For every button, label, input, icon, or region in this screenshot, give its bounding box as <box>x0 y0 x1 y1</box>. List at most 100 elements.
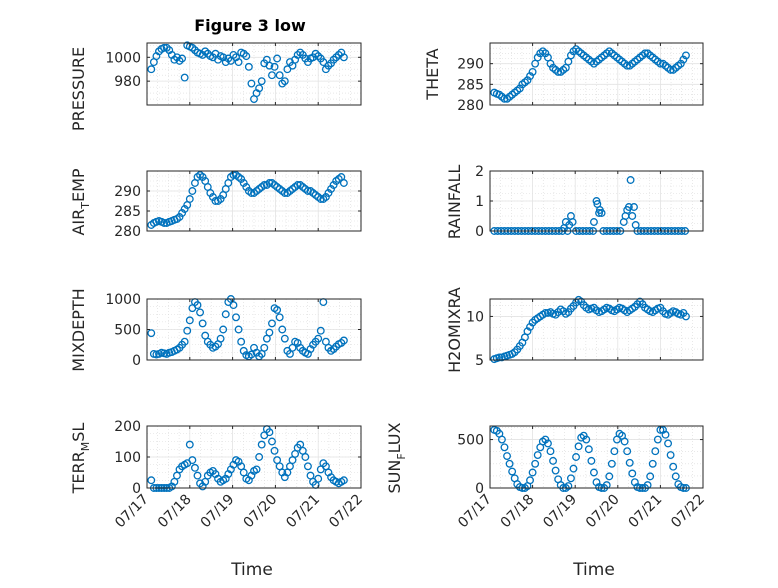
y-tick-label: 500 <box>457 433 484 449</box>
data-point <box>546 447 555 456</box>
data-point <box>587 456 596 465</box>
data-point <box>270 446 279 455</box>
axes-rainfall: 0 1 2 <box>475 164 704 240</box>
data-point <box>293 181 302 189</box>
data-point <box>533 451 542 460</box>
data-point <box>216 195 225 203</box>
data-point <box>268 71 276 80</box>
data-point <box>526 72 534 81</box>
y-tick-label: 280 <box>457 98 484 114</box>
data-point <box>273 306 282 314</box>
data-point <box>624 203 633 211</box>
data-point <box>327 185 335 193</box>
data-point <box>568 218 577 226</box>
axes-box <box>146 42 362 106</box>
series-h2omixra <box>490 295 690 364</box>
data-point <box>528 468 537 477</box>
data-point <box>339 53 348 62</box>
data-point <box>268 319 276 328</box>
data-point <box>564 482 573 491</box>
data-point <box>549 456 557 465</box>
axes-box <box>146 170 362 232</box>
y-tick-label: 0 <box>132 481 141 497</box>
xlabel-time-left: Time <box>230 560 273 580</box>
data-point <box>185 440 194 449</box>
data-point <box>244 62 253 71</box>
data-point <box>339 179 348 187</box>
data-point <box>185 195 194 203</box>
data-point <box>630 203 638 211</box>
data-point <box>651 447 660 456</box>
series-mixdepth <box>147 295 348 361</box>
y-tick-label: 5 <box>475 353 484 369</box>
xlabel-time-right: Time <box>572 560 615 580</box>
data-point <box>147 476 156 485</box>
data-point <box>500 443 509 452</box>
ylabel-h2omixra: H2OMIXRA <box>445 287 464 373</box>
data-point <box>569 464 578 473</box>
y-tick-label: 290 <box>457 57 484 73</box>
ylabel-terr-msl-sub: M <box>79 442 92 452</box>
data-point <box>247 189 256 197</box>
data-point <box>541 49 550 58</box>
data-point <box>682 312 690 321</box>
data-point <box>239 179 248 187</box>
data-point <box>324 189 333 197</box>
axes-box <box>489 298 704 361</box>
data-point <box>178 209 187 217</box>
data-point <box>265 61 274 70</box>
y-tick-label: 0 <box>132 353 141 369</box>
data-point <box>198 319 207 328</box>
data-point <box>247 350 256 359</box>
data-point <box>211 197 220 205</box>
data-point <box>273 54 282 63</box>
ylabel-rainfall: RAINFALL <box>445 165 464 240</box>
data-point <box>178 54 187 63</box>
data-point <box>661 430 670 439</box>
data-point <box>265 179 274 187</box>
ylabel-sun-flux-sub: F <box>395 453 408 459</box>
y-tick-label: 1000 <box>105 50 141 66</box>
ylabel-terr-msl: TERRMSL <box>69 423 92 495</box>
ylabel-terr-msl-base: TERR <box>69 451 88 494</box>
series-theta <box>490 45 690 103</box>
series-air-temp <box>147 171 348 229</box>
series-pressure <box>147 41 348 103</box>
data-point <box>669 462 678 471</box>
ylabel-air-temp: AIRTEMP <box>69 168 92 235</box>
data-point <box>572 453 580 461</box>
figure-title: Figure 3 low <box>194 16 306 35</box>
data-point <box>533 53 542 62</box>
y-tick-label: 10 <box>466 309 484 325</box>
data-point <box>255 84 264 93</box>
y-tick-label: 980 <box>114 74 141 90</box>
data-point <box>339 476 348 485</box>
data-point <box>610 447 619 456</box>
y-tick-label: 2 <box>475 164 484 180</box>
data-point <box>180 73 189 82</box>
data-point <box>526 476 534 485</box>
axes-pressure: 980 1000 <box>105 41 362 106</box>
data-point <box>147 329 156 338</box>
data-point <box>183 326 192 335</box>
data-point <box>232 313 240 322</box>
data-point <box>206 189 215 197</box>
data-point <box>605 472 614 481</box>
data-point <box>329 181 338 189</box>
ylabel-sun-flux-rest: LUX <box>385 422 404 453</box>
data-point <box>664 439 673 448</box>
data-point <box>543 439 552 448</box>
data-point <box>160 219 169 227</box>
y-tick-label: 100 <box>114 450 141 466</box>
data-point <box>628 469 637 478</box>
data-point <box>679 55 688 64</box>
data-point <box>216 334 225 343</box>
data-point <box>566 51 575 60</box>
data-point <box>303 187 312 195</box>
data-point <box>257 77 266 86</box>
data-point <box>554 67 563 76</box>
y-tick-label: 285 <box>457 77 484 93</box>
ylabel-terr-msl-rest: SL <box>69 423 88 442</box>
data-point <box>237 337 246 346</box>
data-point <box>280 334 289 343</box>
